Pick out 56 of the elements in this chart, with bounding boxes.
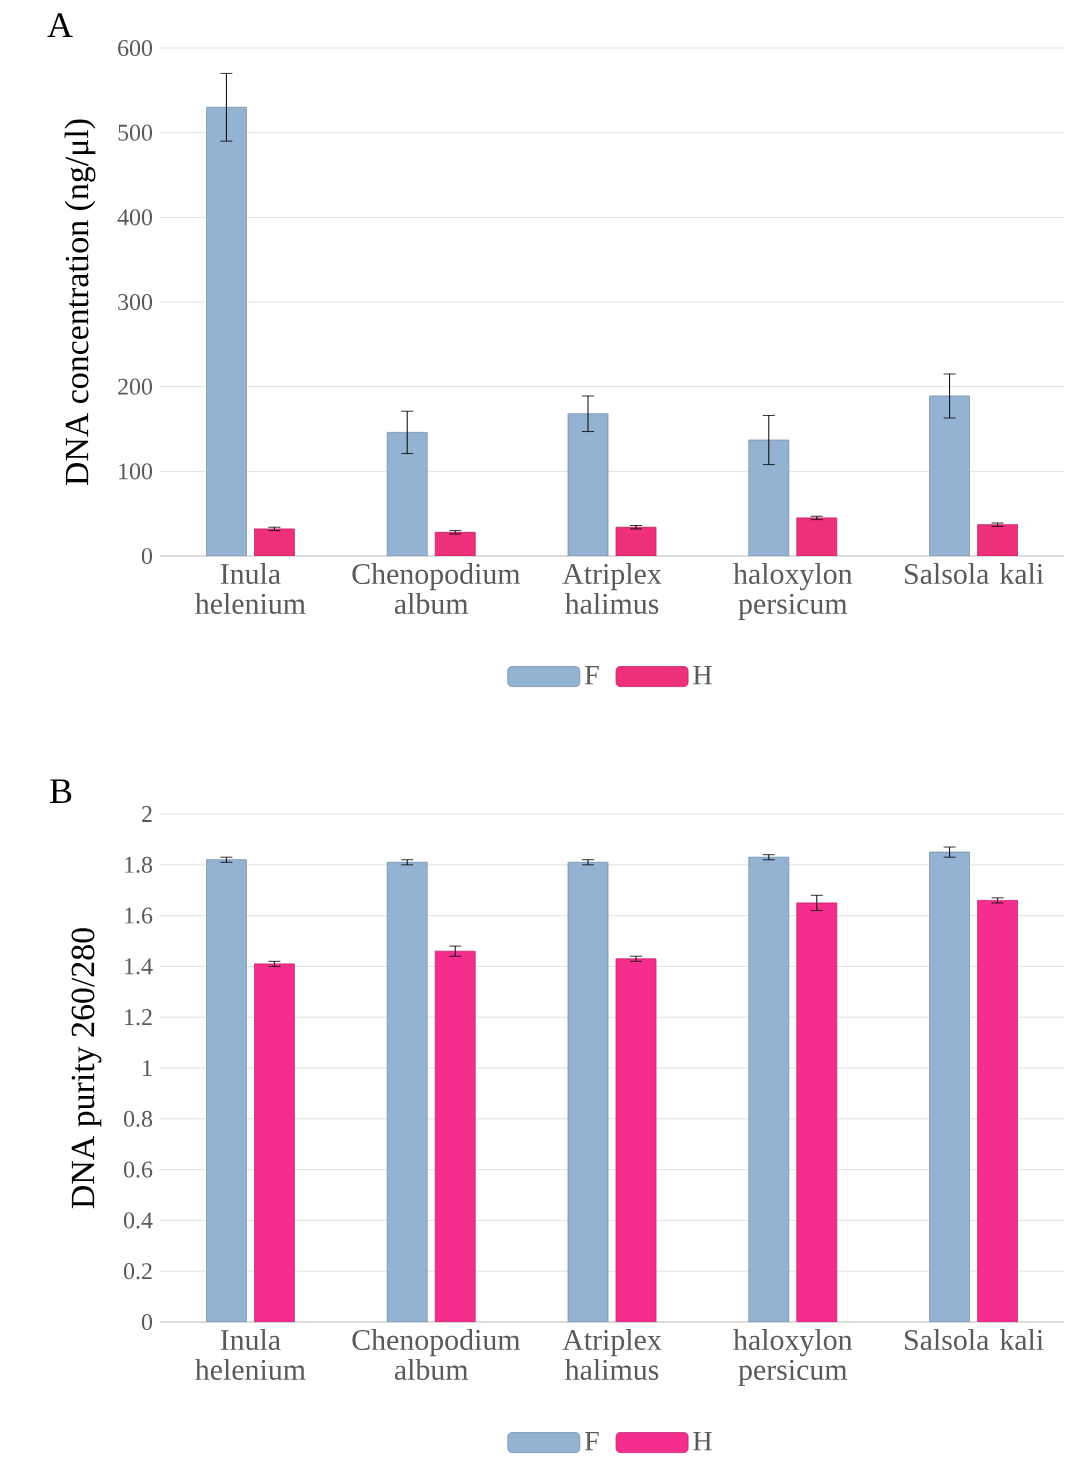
bar: [434, 531, 476, 557]
x-tick-label: Chenopodium album: [352, 1329, 521, 1380]
y-tick-label: 2: [142, 806, 152, 822]
bar: [434, 950, 476, 1323]
y-tick-label: 0.2: [123, 1263, 152, 1280]
bar: [567, 861, 609, 1323]
y-tick-label: 0.6: [123, 1161, 153, 1178]
y-axis-title: DNA concentration (ng/μl): [64, 119, 96, 486]
y-tick-label: 200: [118, 378, 153, 395]
bar: [386, 861, 428, 1323]
legend-label: F: [584, 665, 599, 685]
bar: [796, 517, 838, 557]
bar: [929, 851, 970, 1323]
x-tick-label: Salsola kali: [905, 563, 1044, 585]
bar: [977, 524, 1018, 557]
legend-label: H: [693, 665, 712, 685]
bar: [254, 963, 295, 1323]
chart-title: A: [47, 13, 73, 38]
y-tick-label: 1.2: [125, 1009, 152, 1026]
y-tick-label: 600: [118, 39, 153, 57]
bar: [254, 528, 295, 557]
chart-title: B: [50, 779, 72, 804]
x-tick-label: Atriplex halimus: [562, 1329, 662, 1380]
x-tick-label: Inula helenium: [195, 1329, 306, 1380]
x-tick-label: Inula helenium: [195, 563, 306, 614]
bar: [977, 899, 1018, 1323]
bar: [929, 395, 970, 557]
bar: [567, 413, 609, 557]
x-tick-label: Salsola kali: [905, 1329, 1044, 1351]
y-tick-label: 400: [117, 209, 153, 226]
y-tick-label: 0: [141, 547, 153, 565]
bar: [796, 902, 838, 1323]
y-tick-label: 100: [119, 463, 153, 480]
y-tick-label: 1.4: [125, 958, 153, 975]
bar: [615, 526, 657, 557]
y-tick-label: 0.4: [123, 1212, 153, 1229]
y-tick-label: 1.8: [125, 856, 153, 873]
y-tick-label: 1.6: [125, 907, 153, 924]
y-tick-label: 300: [118, 293, 153, 311]
y-tick-label: 500: [118, 124, 153, 141]
y-axis-title: DNA purity 260/280: [71, 928, 102, 1209]
bar: [206, 859, 247, 1323]
y-tick-label: 0: [141, 1313, 153, 1331]
x-tick-label: haloxylon persicum: [733, 563, 853, 621]
x-tick-label: Chenopodium album: [352, 563, 521, 614]
bar: [748, 439, 790, 557]
legend-label: H: [693, 1431, 712, 1451]
bar: [206, 106, 247, 557]
legend-label: F: [585, 1431, 599, 1451]
x-tick-label: Atriplex halimus: [562, 563, 662, 614]
x-tick-label: haloxylon persicum: [733, 1329, 853, 1387]
y-tick-label: 1: [143, 1060, 152, 1076]
bar: [386, 432, 428, 557]
bar: [615, 958, 657, 1323]
bar: [748, 856, 790, 1323]
y-tick-label: 0.8: [123, 1110, 153, 1127]
